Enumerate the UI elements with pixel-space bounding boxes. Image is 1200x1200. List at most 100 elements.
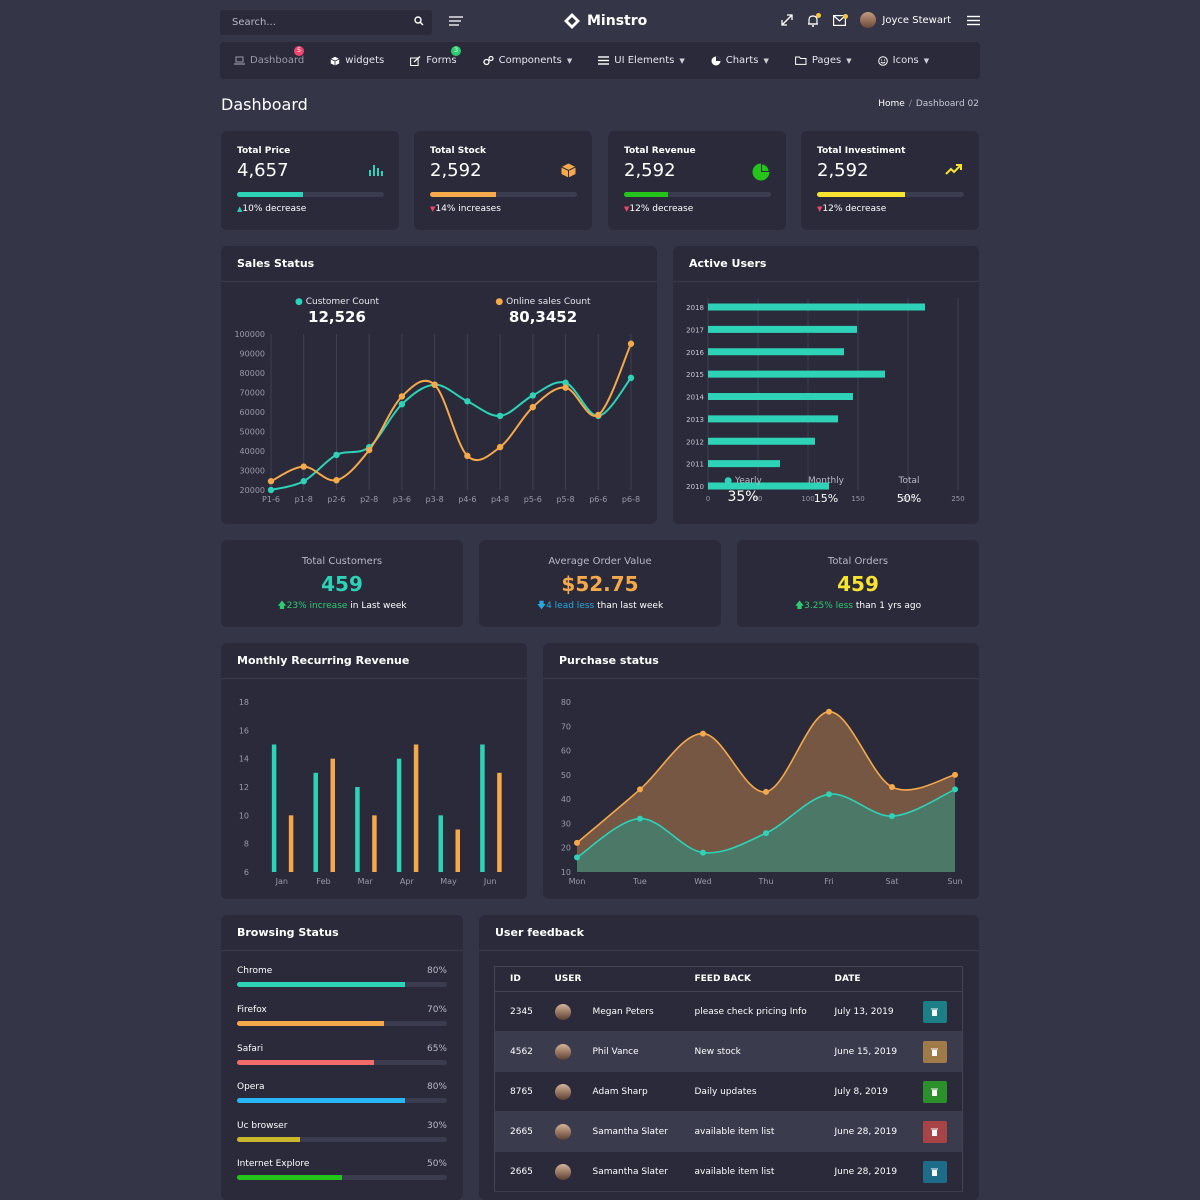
y-tick-label: 18 — [239, 698, 249, 707]
data-point — [300, 463, 307, 470]
y-tick-label: 90000 — [240, 350, 265, 359]
notification-bell-icon[interactable] — [807, 12, 822, 27]
stat-value: 35% — [727, 489, 759, 505]
mail-icon[interactable] — [833, 13, 849, 26]
stat-label: Yearly — [734, 476, 762, 486]
column-header-actions — [907, 966, 963, 992]
bar — [708, 325, 857, 333]
x-tick-label: 0 — [706, 495, 710, 503]
nav-ui-elements[interactable]: UI Elements ▼ — [598, 55, 685, 66]
bar — [708, 348, 844, 356]
cell-action — [907, 1071, 963, 1112]
trending-up-icon — [945, 163, 963, 175]
nav-pages[interactable]: Pages ▼ — [794, 55, 852, 66]
y-tick-label: 80000 — [240, 369, 265, 378]
sales-status-card: Sales Status ● Customer Count 12,526 ● O… — [221, 246, 657, 524]
user-menu[interactable]: Joyce Stewart — [860, 12, 951, 28]
delete-button[interactable] — [922, 1040, 947, 1063]
y-tick-label: 2011 — [686, 461, 704, 469]
nav-icons[interactable]: Icons ▼ — [877, 55, 929, 66]
notification-dot — [816, 12, 822, 18]
data-point — [333, 451, 340, 459]
y-tick-label: 16 — [239, 726, 249, 735]
stat-progress-fill — [817, 192, 906, 197]
y-tick-label: 60 — [561, 747, 571, 756]
menu-icon[interactable] — [967, 15, 980, 26]
stat-progress — [624, 192, 771, 197]
stat-progress — [430, 192, 577, 197]
trash-icon — [931, 1008, 938, 1016]
data-point — [627, 374, 635, 382]
x-tick-label: Mar — [358, 877, 374, 886]
breadcrumb-home[interactable]: Home — [878, 99, 905, 109]
browser-track — [237, 1060, 447, 1065]
x-tick-label: p2-6 — [327, 495, 345, 504]
browser-track — [237, 982, 447, 987]
legend-dot: ● — [724, 476, 733, 486]
y-tick-label: 2018 — [686, 304, 704, 312]
nav-label: Components — [498, 55, 562, 66]
data-point — [952, 771, 958, 778]
avatar — [554, 1003, 571, 1020]
card-title: Sales Status — [221, 246, 657, 282]
delete-button[interactable] — [922, 1120, 947, 1143]
trash-icon — [931, 1128, 938, 1136]
nav-charts[interactable]: Charts ▼ — [711, 55, 769, 66]
arrow-up-icon: 🡅 — [277, 601, 287, 611]
data-point — [562, 384, 569, 391]
bar — [480, 744, 485, 872]
delete-button[interactable] — [922, 1160, 947, 1183]
kpi-rest: than last week — [594, 601, 664, 611]
kpi-title: Total Orders — [827, 556, 889, 567]
browser-name: Uc browser — [237, 1121, 288, 1131]
laptop-icon — [234, 56, 245, 65]
table-row: 2665 Samantha Slater available item list… — [494, 1111, 963, 1152]
series-line — [270, 377, 632, 491]
cell-id: 2665 — [494, 1151, 540, 1192]
x-tick-label: 250 — [951, 495, 964, 503]
kpi-value: 459 — [837, 572, 879, 596]
stat-change-text: 12% decrease — [629, 204, 694, 214]
bar-chart-icon — [369, 163, 383, 176]
user-name: Megan Peters — [592, 1007, 654, 1017]
y-tick-label: 50000 — [240, 428, 265, 437]
cell-action — [907, 1151, 963, 1192]
y-tick-label: 50 — [561, 771, 571, 780]
nav-components[interactable]: Components ▼ — [482, 55, 572, 66]
nav-forms[interactable]: Forms 3 — [410, 46, 462, 66]
data-point — [700, 849, 706, 856]
user-feedback-card: User feedback ID USER FEED BACK DATE 234… — [479, 915, 979, 1200]
cell-id: 2345 — [494, 991, 540, 1032]
search-input[interactable] — [220, 10, 400, 35]
x-tick-label: Sun — [947, 877, 962, 886]
search-icon[interactable] — [414, 16, 424, 26]
legend-customer-count: ● Customer Count 12,526 — [292, 297, 382, 326]
kpi-value: 459 — [321, 572, 363, 596]
browser-name: Internet Explore — [237, 1159, 310, 1169]
stat-title: Total Investiment — [817, 146, 906, 156]
x-tick-label: p6-6 — [589, 495, 607, 504]
brand-logo[interactable]: Minstro — [563, 12, 647, 30]
delete-button[interactable] — [922, 1080, 947, 1103]
data-point — [700, 730, 706, 737]
bar — [313, 772, 318, 872]
table-row: 2345 Megan Peters please check pricing I… — [494, 991, 963, 1032]
stat-card-total-price: Total Price 4,657 ▲10% decrease — [221, 131, 399, 230]
nav-widgets[interactable]: widgets — [330, 55, 384, 66]
user-name: Phil Vance — [592, 1047, 639, 1057]
kpi-highlight: 3.25% less — [804, 601, 854, 611]
nav-label: Forms — [426, 55, 457, 66]
cell-user: Adam Sharp — [539, 1071, 680, 1112]
sidebar-toggle-icon[interactable] — [449, 15, 463, 27]
breadcrumb: Home / Dashboard 02 — [878, 99, 979, 109]
nav-dashboard[interactable]: Dashboard 5 — [234, 46, 304, 66]
delete-button[interactable] — [922, 1000, 947, 1023]
bar — [708, 393, 853, 400]
active-users-stats: ● Yearly 35% Monthly 15% Total 50% — [703, 476, 949, 505]
series-line — [270, 343, 632, 483]
cell-feedback: New stock — [679, 1031, 820, 1072]
fullscreen-icon[interactable] — [781, 14, 794, 26]
x-tick-label: Feb — [316, 877, 330, 886]
mrr-card: Monthly Recurring Revenue 18 16 14 12 10 8 6 Ja… — [221, 643, 527, 899]
